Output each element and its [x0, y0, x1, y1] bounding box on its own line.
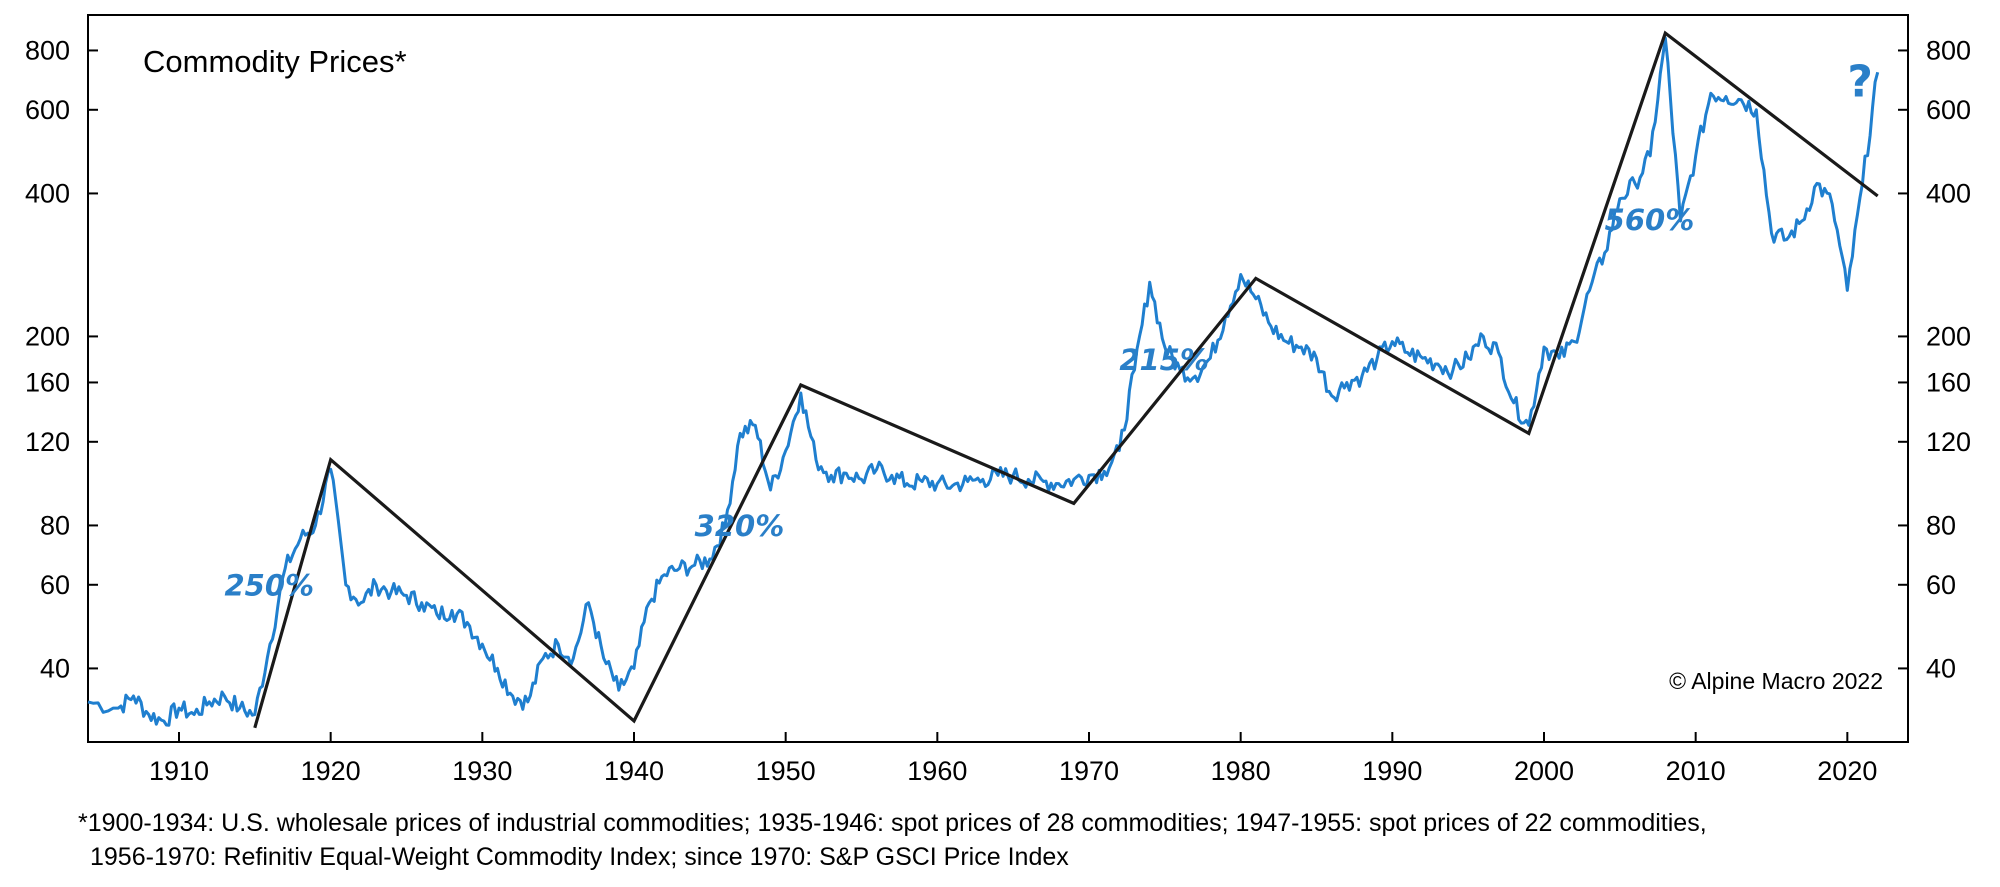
- commodity-price-series-line: [87, 36, 1880, 727]
- y-tick-label-left: 40: [40, 653, 70, 683]
- x-tick-label: 1960: [907, 756, 967, 786]
- y-tick-label-right: 120: [1926, 427, 1971, 457]
- x-tick-label: 2000: [1514, 756, 1574, 786]
- y-tick-label-right: 160: [1926, 367, 1971, 397]
- y-tick-label-right: 600: [1926, 95, 1971, 125]
- y-tick-label-left: 800: [25, 35, 70, 65]
- x-tick-label: 1940: [604, 756, 664, 786]
- plot-frame: [87, 14, 1909, 743]
- left-y-axis: 40 60 80 120 160 200 400 600 800: [25, 35, 98, 683]
- percent-gain-annotation: 250%: [225, 568, 315, 602]
- y-tick-label-left: 160: [25, 367, 70, 397]
- y-tick-label-left: 120: [25, 427, 70, 457]
- x-axis: 1910 1920 1930 1940 1950 1960 1970 1980 1990 2000…: [149, 732, 1877, 786]
- right-y-axis: 40 60 80 120 160 200 400 600 800: [1898, 35, 1971, 683]
- chart-title: Commodity Prices*: [143, 44, 407, 79]
- y-tick-label-left: 60: [40, 570, 70, 600]
- y-tick-label-right: 80: [1926, 510, 1956, 540]
- x-tick-label: 1990: [1362, 756, 1422, 786]
- commodity-prices-chart: 40 60 80 120 160 200 400 600 800 40 60 80 120 160 200…: [25, 14, 1971, 786]
- x-tick-label: 1920: [301, 756, 361, 786]
- question-mark-annotation: ?: [1847, 56, 1873, 107]
- x-tick-label: 1930: [452, 756, 512, 786]
- percent-gain-annotation: 320%: [695, 509, 785, 543]
- annotations: 250% 320% 215% 560%?: [225, 56, 1873, 602]
- footnote: *1900-1934: U.S. wholesale prices of ind…: [78, 806, 1978, 874]
- x-tick-label: 2020: [1817, 756, 1877, 786]
- y-tick-label-right: 400: [1926, 178, 1971, 208]
- y-tick-label-left: 80: [40, 510, 70, 540]
- y-tick-label-left: 600: [25, 95, 70, 125]
- x-tick-label: 2010: [1666, 756, 1726, 786]
- y-tick-label-right: 800: [1926, 35, 1971, 65]
- y-tick-label-right: 40: [1926, 653, 1956, 683]
- y-tick-label-left: 200: [25, 321, 70, 351]
- y-tick-label-left: 400: [25, 178, 70, 208]
- x-tick-label: 1950: [756, 756, 816, 786]
- copyright-label: © Alpine Macro 2022: [1669, 668, 1883, 694]
- x-tick-label: 1970: [1059, 756, 1119, 786]
- x-tick-label: 1980: [1211, 756, 1271, 786]
- x-tick-label: 1910: [149, 756, 209, 786]
- y-tick-label-right: 60: [1926, 570, 1956, 600]
- footnote-line-2: 1956-1970: Refinitiv Equal-Weight Commod…: [90, 843, 1069, 871]
- trend-line: [253, 30, 1879, 729]
- percent-gain-annotation: 215%: [1119, 343, 1209, 377]
- percent-gain-annotation: 560%: [1605, 203, 1695, 237]
- footnote-line-1: *1900-1934: U.S. wholesale prices of ind…: [78, 809, 1707, 837]
- y-tick-label-right: 200: [1926, 321, 1971, 351]
